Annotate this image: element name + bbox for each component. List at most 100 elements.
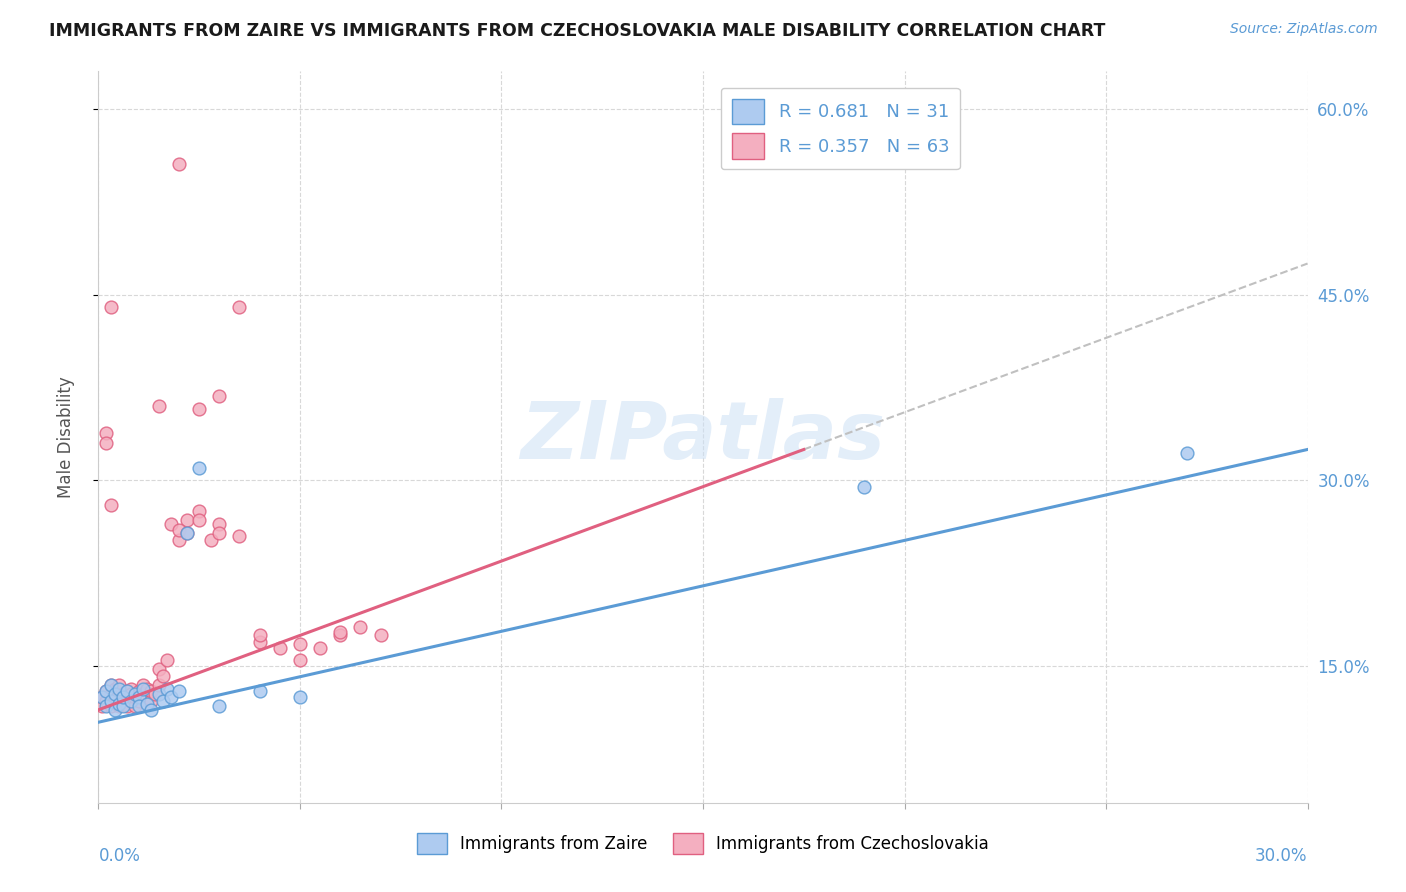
- Point: [100, 694, 122, 708]
- Point: [100, 678, 122, 692]
- Point: [120, 681, 142, 696]
- Point: [111, 690, 134, 705]
- Point: [103, 687, 125, 701]
- Point: [96, 694, 118, 708]
- Point: [152, 669, 174, 683]
- Point: [228, 529, 250, 543]
- Point: [349, 620, 371, 634]
- Point: [249, 628, 271, 642]
- Point: [100, 687, 122, 701]
- Point: [143, 687, 166, 701]
- Point: [91, 690, 114, 705]
- Point: [329, 628, 352, 642]
- Point: [96, 426, 118, 441]
- Point: [167, 157, 190, 171]
- Point: [100, 678, 122, 692]
- Point: [120, 687, 142, 701]
- Point: [208, 525, 231, 540]
- Point: [115, 684, 138, 698]
- Point: [167, 533, 190, 547]
- Point: [96, 684, 118, 698]
- Point: [249, 684, 271, 698]
- Point: [100, 498, 122, 512]
- Point: [167, 523, 190, 537]
- Point: [200, 533, 222, 547]
- Point: [208, 699, 231, 714]
- Point: [120, 694, 142, 708]
- Point: [124, 690, 146, 705]
- Point: [148, 687, 170, 701]
- Point: [135, 690, 157, 705]
- Text: 0.0%: 0.0%: [98, 847, 141, 864]
- Point: [370, 628, 392, 642]
- Point: [135, 697, 157, 711]
- Point: [107, 699, 129, 714]
- Point: [128, 687, 150, 701]
- Point: [100, 300, 122, 314]
- Point: [124, 687, 146, 701]
- Point: [228, 300, 250, 314]
- Point: [188, 504, 211, 518]
- Point: [120, 690, 142, 705]
- Text: 30.0%: 30.0%: [1256, 847, 1308, 864]
- Point: [111, 687, 134, 701]
- Point: [156, 653, 179, 667]
- Point: [249, 634, 271, 648]
- Y-axis label: Male Disability: Male Disability: [56, 376, 75, 498]
- Point: [128, 690, 150, 705]
- Point: [152, 694, 174, 708]
- Text: IMMIGRANTS FROM ZAIRE VS IMMIGRANTS FROM CZECHOSLOVAKIA MALE DISABILITY CORRELAT: IMMIGRANTS FROM ZAIRE VS IMMIGRANTS FROM…: [49, 22, 1105, 40]
- Point: [288, 690, 311, 705]
- Point: [128, 694, 150, 708]
- Point: [91, 690, 114, 705]
- Point: [188, 513, 211, 527]
- Point: [103, 694, 125, 708]
- Point: [288, 653, 311, 667]
- Point: [124, 699, 146, 714]
- Point: [139, 703, 162, 717]
- Point: [853, 480, 876, 494]
- Point: [176, 525, 198, 540]
- Point: [309, 640, 332, 655]
- Point: [176, 525, 198, 540]
- Point: [148, 399, 170, 413]
- Point: [160, 516, 183, 531]
- Point: [100, 699, 122, 714]
- Point: [135, 681, 157, 696]
- Point: [288, 637, 311, 651]
- Point: [103, 681, 125, 696]
- Point: [103, 703, 125, 717]
- Point: [111, 690, 134, 705]
- Point: [91, 699, 114, 714]
- Point: [148, 678, 170, 692]
- Point: [107, 681, 129, 696]
- Point: [107, 697, 129, 711]
- Point: [132, 681, 155, 696]
- Point: [107, 678, 129, 692]
- Legend: Immigrants from Zaire, Immigrants from Czechoslovakia: Immigrants from Zaire, Immigrants from C…: [411, 827, 995, 860]
- Point: [329, 624, 352, 639]
- Point: [208, 389, 231, 403]
- Point: [1175, 446, 1198, 460]
- Text: ZIPatlas: ZIPatlas: [520, 398, 886, 476]
- Point: [103, 690, 125, 705]
- Point: [96, 436, 118, 450]
- Point: [111, 699, 134, 714]
- Point: [188, 401, 211, 416]
- Point: [107, 687, 129, 701]
- Point: [188, 461, 211, 475]
- Point: [128, 699, 150, 714]
- Point: [269, 640, 291, 655]
- Point: [96, 699, 118, 714]
- Point: [176, 513, 198, 527]
- Point: [208, 516, 231, 531]
- Point: [115, 694, 138, 708]
- Point: [132, 678, 155, 692]
- Point: [148, 662, 170, 676]
- Point: [139, 694, 162, 708]
- Point: [96, 684, 118, 698]
- Point: [139, 684, 162, 698]
- Text: Source: ZipAtlas.com: Source: ZipAtlas.com: [1230, 22, 1378, 37]
- Point: [115, 684, 138, 698]
- Point: [160, 690, 183, 705]
